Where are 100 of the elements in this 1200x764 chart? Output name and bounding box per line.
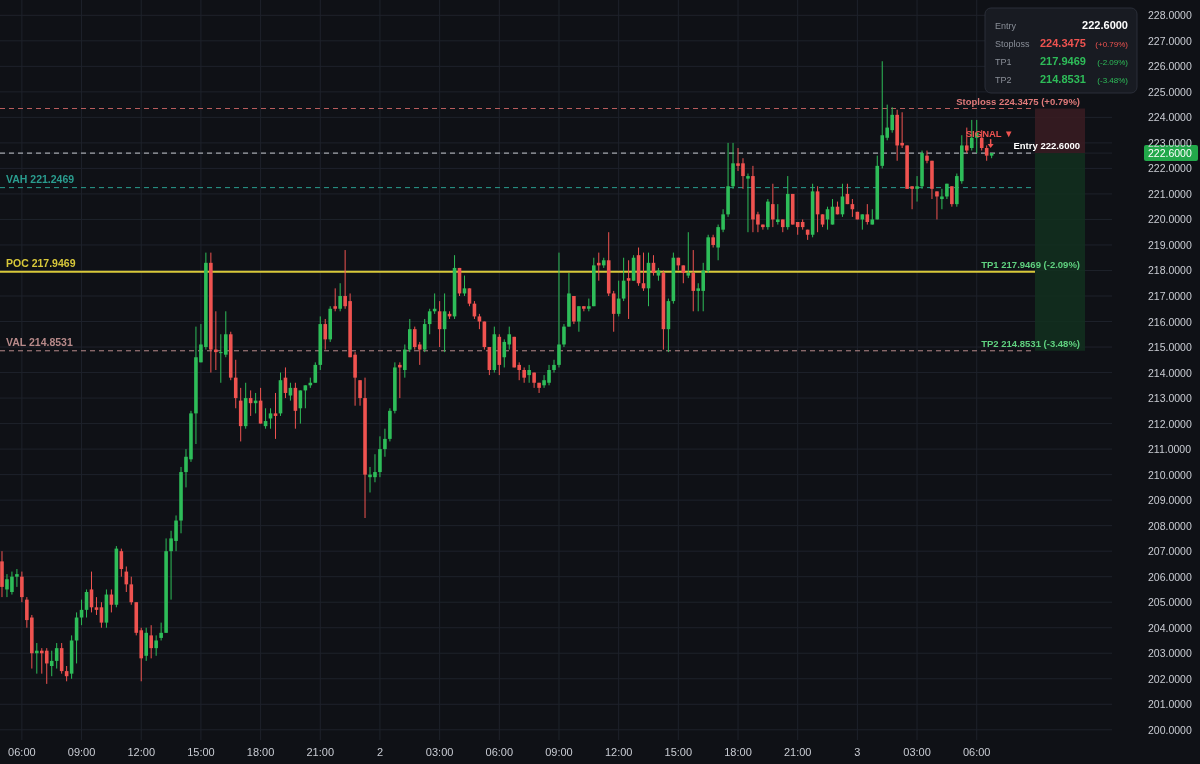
candlestick bbox=[915, 175, 919, 203]
annotation: Stoploss bbox=[995, 39, 1031, 49]
candlestick bbox=[502, 338, 507, 368]
candlestick bbox=[940, 188, 944, 210]
candlestick bbox=[407, 318, 412, 353]
candlestick bbox=[771, 183, 775, 228]
candlestick bbox=[626, 259, 631, 320]
ref-line-label: VAH 221.2469 bbox=[6, 172, 75, 185]
annotation: 222.6000 bbox=[1082, 19, 1128, 31]
candlestick bbox=[731, 142, 735, 190]
candlestick bbox=[577, 305, 581, 333]
y-tick-label: 205.0000 bbox=[1148, 596, 1192, 609]
x-tick-label: 03:00 bbox=[425, 746, 454, 758]
y-tick-label: 215.0000 bbox=[1148, 341, 1192, 354]
x-tick-label: 18:00 bbox=[724, 746, 752, 758]
candlestick bbox=[313, 361, 318, 384]
candlestick bbox=[950, 185, 954, 208]
ref-line-label: POC 217.9469 bbox=[6, 256, 76, 269]
candlestick bbox=[323, 318, 328, 351]
y-tick-label: 211.0000 bbox=[1148, 443, 1192, 456]
candlestick bbox=[233, 359, 238, 409]
x-tick-label: 21:00 bbox=[783, 746, 812, 758]
x-tick-label: 06:00 bbox=[962, 746, 991, 758]
y-tick-label: 212.0000 bbox=[1148, 417, 1192, 430]
candlestick bbox=[552, 359, 556, 374]
x-tick-label: 06:00 bbox=[485, 746, 514, 758]
x-tick-label: 09:00 bbox=[545, 746, 573, 758]
y-tick-label: 221.0000 bbox=[1148, 187, 1192, 200]
annotation: (+0.79%) bbox=[1095, 40, 1129, 49]
candlestick bbox=[537, 382, 541, 394]
y-tick-label: 202.0000 bbox=[1148, 672, 1192, 685]
candlestick bbox=[15, 568, 19, 588]
candlestick bbox=[223, 310, 228, 358]
candlestick bbox=[159, 622, 163, 641]
y-tick-label: 207.0000 bbox=[1148, 545, 1192, 558]
annotation: 224.3475 bbox=[1040, 37, 1086, 49]
y-tick-label: 209.0000 bbox=[1148, 494, 1192, 507]
y-tick-label: 222.6000 bbox=[1148, 147, 1192, 160]
candlestick bbox=[403, 343, 407, 379]
y-tick-label: 227.0000 bbox=[1148, 34, 1192, 47]
y-tick-label: 206.0000 bbox=[1148, 570, 1192, 583]
candlestick bbox=[686, 231, 691, 279]
x-tick-label: 3 bbox=[854, 746, 861, 758]
candlestick bbox=[925, 150, 929, 164]
annotation: Entry 222.6000 bbox=[1013, 140, 1080, 152]
candlestick bbox=[273, 392, 278, 440]
y-tick-label: 201.0000 bbox=[1148, 698, 1192, 711]
candlestick bbox=[527, 364, 531, 384]
candlestick bbox=[49, 650, 54, 677]
x-tick-label: 12:00 bbox=[127, 746, 155, 758]
y-tick-label: 200.0000 bbox=[1148, 723, 1192, 736]
y-tick-label: 214.0000 bbox=[1148, 366, 1192, 379]
annotation: TP2 214.8531 (-3.48%) bbox=[981, 337, 1080, 349]
y-tick-label: 213.0000 bbox=[1148, 392, 1192, 405]
x-tick-label: 06:00 bbox=[8, 746, 36, 758]
x-tick-label: 12:00 bbox=[604, 746, 633, 758]
candlestick bbox=[935, 190, 939, 220]
candlestick bbox=[776, 203, 780, 226]
y-tick-label: 208.0000 bbox=[1148, 519, 1192, 532]
x-tick-label: 03:00 bbox=[903, 746, 931, 758]
y-tick-label: 219.0000 bbox=[1148, 238, 1192, 251]
ref-line-label: VAL 214.8531 bbox=[6, 335, 73, 348]
y-tick-label: 228.0000 bbox=[1148, 9, 1192, 22]
annotation: (-3.48%) bbox=[1097, 76, 1129, 85]
candlestick bbox=[562, 323, 566, 348]
x-tick-label: 21:00 bbox=[306, 746, 335, 758]
y-tick-label: 220.0000 bbox=[1148, 213, 1192, 226]
annotation: Stoploss 224.3475 (+0.79%) bbox=[956, 95, 1080, 107]
x-tick-label: 15:00 bbox=[664, 746, 693, 758]
y-tick-label: 216.0000 bbox=[1148, 315, 1192, 328]
y-tick-label: 217.0000 bbox=[1148, 290, 1192, 302]
y-tick-label: 218.0000 bbox=[1148, 264, 1192, 277]
candlestick bbox=[154, 634, 158, 657]
x-tick-label: 09:00 bbox=[67, 746, 96, 758]
y-tick-label: 226.0000 bbox=[1148, 60, 1192, 73]
candlestick bbox=[746, 173, 750, 233]
x-tick-label: 18:00 bbox=[246, 746, 275, 758]
candlestick bbox=[149, 624, 153, 659]
candlestick bbox=[378, 435, 382, 478]
annotation: TP2 bbox=[995, 75, 1012, 85]
x-tick-label: 2 bbox=[376, 746, 384, 758]
candlestick bbox=[383, 428, 387, 458]
annotation: 214.8531 bbox=[1040, 73, 1086, 85]
candlestick bbox=[144, 627, 149, 662]
y-tick-label: 210.0000 bbox=[1148, 468, 1192, 481]
candlestick bbox=[338, 282, 342, 312]
candlestick bbox=[129, 576, 134, 606]
y-tick-label: 203.0000 bbox=[1148, 647, 1192, 660]
annotation: (-2.09%) bbox=[1097, 58, 1129, 67]
y-tick-label: 224.0000 bbox=[1148, 111, 1192, 124]
annotation: TP1 bbox=[995, 57, 1012, 67]
candlestick bbox=[44, 647, 49, 685]
candlestick bbox=[358, 379, 362, 407]
y-tick-label: 204.0000 bbox=[1148, 621, 1192, 634]
candlestick bbox=[333, 287, 337, 312]
y-tick-label: 225.0000 bbox=[1148, 85, 1192, 98]
y-tick-label: 222.0000 bbox=[1148, 162, 1192, 175]
candlestick bbox=[20, 571, 24, 603]
x-tick-label: 15:00 bbox=[187, 746, 215, 758]
annotation: Entry bbox=[995, 21, 1017, 31]
